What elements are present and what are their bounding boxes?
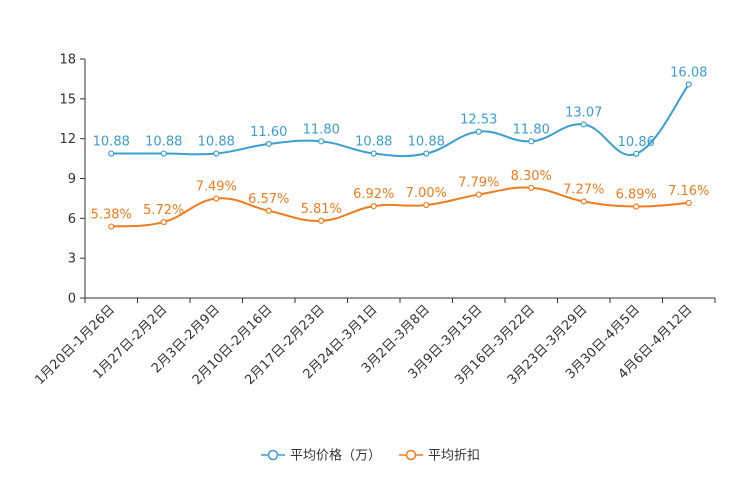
data-point[interactable]	[160, 150, 167, 157]
data-label: 10.88	[355, 135, 392, 150]
data-point[interactable]	[528, 184, 535, 191]
data-point[interactable]	[423, 150, 430, 157]
data-label: 7.79%	[458, 176, 499, 191]
data-point[interactable]	[265, 207, 272, 214]
data-label: 7.00%	[406, 186, 447, 201]
legend-label: 平均折扣	[428, 449, 480, 464]
data-point[interactable]	[580, 198, 587, 205]
data-label: 10.88	[408, 135, 445, 150]
y-tick-label: 3	[68, 252, 76, 267]
data-label: 13.07	[565, 105, 602, 120]
data-labels: 10.88 10.88 10.88 11.60 11.80 10.88 10.88 12.53…	[91, 65, 710, 222]
legend-item-2[interactable]: 平均折扣	[399, 449, 480, 464]
data-point[interactable]	[108, 150, 115, 157]
data-label: 6.89%	[616, 188, 657, 203]
data-point[interactable]	[370, 203, 377, 210]
legend-label: 平均价格（万）	[290, 448, 381, 464]
data-point[interactable]	[318, 138, 325, 145]
data-label: 11.80	[303, 122, 340, 137]
data-label: 10.88	[93, 135, 130, 150]
data-label: 10.86	[618, 135, 655, 150]
data-point[interactable]	[160, 218, 167, 226]
data-label: 10.88	[145, 135, 182, 150]
data-label: 16.08	[670, 65, 707, 80]
data-label: 7.49%	[196, 180, 237, 195]
data-label: 6.57%	[248, 192, 289, 207]
legend-marker-icon	[405, 449, 417, 461]
data-point[interactable]	[213, 195, 220, 202]
data-label: 5.72%	[143, 203, 184, 218]
legend[interactable]: 平均价格（万） 平均折扣	[261, 448, 480, 464]
y-tick-label: 0	[68, 292, 76, 307]
data-label: 6.92%	[353, 187, 394, 202]
data-point[interactable]	[475, 191, 482, 198]
data-point[interactable]	[213, 150, 220, 157]
series-line-2	[111, 186, 689, 228]
data-point[interactable]	[633, 150, 640, 157]
y-tick-label: 15	[59, 92, 76, 107]
chart-axes: 03691215181月20日-1月26日1月27日-2月2日2月3日-2月9日…	[32, 53, 716, 388]
data-label: 11.60	[250, 125, 287, 140]
data-point[interactable]	[685, 199, 692, 207]
data-label: 10.88	[198, 135, 235, 150]
y-tick-label: 9	[68, 172, 76, 187]
series-lines	[108, 81, 692, 230]
data-point[interactable]	[318, 217, 325, 224]
data-point[interactable]	[475, 128, 482, 135]
data-point[interactable]	[528, 138, 535, 145]
data-point[interactable]	[423, 201, 430, 209]
data-label: 11.80	[513, 122, 550, 137]
data-label: 5.81%	[301, 202, 342, 217]
y-tick-label: 18	[59, 53, 76, 68]
data-point[interactable]	[370, 150, 377, 157]
legend-marker-icon	[267, 449, 279, 461]
data-label: 12.53	[460, 113, 497, 128]
data-label: 5.38%	[91, 208, 132, 223]
legend-item-1[interactable]: 平均价格（万）	[261, 448, 381, 464]
data-point[interactable]	[685, 81, 692, 88]
data-label: 8.30%	[511, 169, 552, 184]
data-label: 7.16%	[668, 184, 709, 199]
data-label: 7.27%	[563, 182, 604, 197]
data-point[interactable]	[580, 121, 587, 128]
data-point[interactable]	[108, 223, 115, 230]
y-tick-label: 12	[59, 132, 76, 147]
data-point[interactable]	[633, 203, 640, 210]
data-point[interactable]	[265, 140, 272, 148]
y-tick-label: 6	[68, 212, 76, 227]
